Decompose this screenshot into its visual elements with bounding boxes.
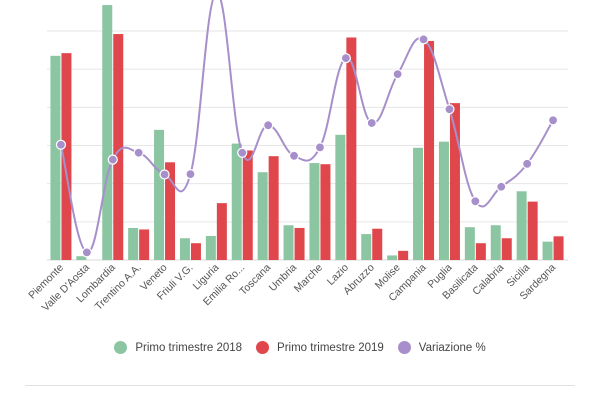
bar-2019: [216, 203, 227, 260]
bar-2019: [320, 164, 331, 260]
variazione-point: [55, 139, 67, 150]
variazione-point: [340, 52, 351, 64]
variazione-point: [366, 117, 377, 129]
bar-2018: [179, 238, 190, 260]
legend-swatch-variazione: [397, 341, 411, 354]
legend: Primo trimestre 2018 Primo trimestre 201…: [0, 341, 600, 354]
bar-2018: [205, 235, 216, 260]
bar-2018: [128, 227, 139, 260]
bar-2018: [387, 255, 398, 260]
legend-label-variazione: Variazione %: [418, 341, 486, 354]
divider: [25, 385, 575, 386]
variazione-point: [314, 142, 326, 153]
variazione-point: [547, 115, 559, 126]
variazione-point: [418, 34, 429, 45]
bar-2018: [283, 225, 294, 260]
bar-2019: [475, 243, 486, 260]
variazione-point: [107, 154, 118, 165]
bar-2019: [165, 162, 176, 260]
legend-swatch-2018: [114, 341, 128, 354]
bar-2018: [76, 256, 87, 260]
bar-2019: [61, 53, 72, 261]
bar-2018: [335, 134, 346, 260]
bar-2018: [413, 147, 424, 260]
bar-2018: [231, 143, 242, 260]
bar-2019: [398, 250, 409, 260]
variazione-point: [470, 196, 481, 207]
x-tick-label: Marche: [292, 262, 325, 295]
variazione-point: [237, 147, 248, 158]
bar-2019: [294, 227, 305, 260]
legend-swatch-2019: [256, 341, 270, 354]
bar-2018: [516, 191, 527, 260]
variazione-line: [59, 0, 554, 254]
variazione-point: [392, 69, 403, 80]
bar-2018: [438, 141, 449, 260]
variazione-point: [263, 120, 274, 131]
bar-2019: [424, 40, 435, 260]
bar-2018: [464, 227, 475, 260]
legend-item-2019[interactable]: Primo trimestre 2019: [256, 341, 384, 354]
variazione-point: [185, 169, 196, 180]
legend-item-variazione[interactable]: Variazione %: [397, 341, 486, 354]
variazione-point: [159, 169, 170, 180]
variazione-point: [133, 147, 144, 158]
bar-2019: [501, 238, 512, 260]
bar-2019: [449, 103, 460, 260]
legend-item-2018[interactable]: Primo trimestre 2018: [114, 341, 242, 354]
legend-label-2018: Primo trimestre 2018: [135, 341, 243, 354]
bar-2019: [242, 150, 253, 260]
bar-2018: [154, 129, 165, 260]
bar-2019: [268, 156, 279, 260]
bar-2018: [542, 241, 553, 260]
variazione-point: [81, 247, 92, 258]
bar-2019: [113, 34, 124, 261]
legend-label-2019: Primo trimestre 2019: [277, 341, 384, 354]
bar-2018: [490, 225, 501, 260]
variazione-point: [496, 181, 507, 192]
bar-2019: [553, 236, 564, 260]
bar-2018: [50, 55, 61, 260]
variazione-point: [288, 150, 300, 161]
variazione-point: [522, 158, 533, 169]
bar-2019: [527, 201, 538, 260]
bar-2018: [102, 5, 113, 261]
variazione-point: [444, 104, 455, 115]
bar-2019: [139, 229, 150, 260]
bar-2018: [309, 163, 320, 260]
bar-2019: [346, 37, 357, 260]
bar-2018: [257, 172, 268, 260]
bar-2018: [361, 234, 372, 260]
bar-2019: [190, 243, 201, 260]
bar-2019: [372, 228, 383, 260]
